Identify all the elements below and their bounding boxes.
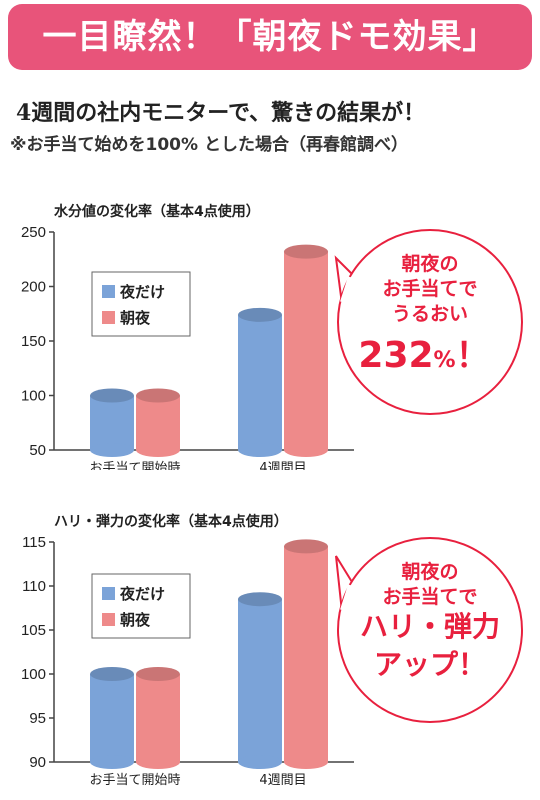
legend-swatch bbox=[102, 587, 115, 600]
y-tick-label: 50 bbox=[29, 442, 46, 459]
bar-morning-night-2-body bbox=[284, 251, 328, 450]
legend-label: 朝夜 bbox=[120, 309, 151, 327]
bar-morning-night-1-top bbox=[136, 388, 180, 403]
bar-morning-night-2-base bbox=[284, 443, 328, 457]
chart-title: 水分値の変化率（基本4点使用） bbox=[54, 203, 260, 220]
callout-pointer-join bbox=[340, 276, 352, 303]
y-tick-label: 90 bbox=[29, 754, 46, 771]
legend-label: 朝夜 bbox=[120, 611, 151, 629]
callout-big-line: ハリ・弾力 bbox=[360, 610, 500, 643]
bar-morning-night-1-top bbox=[136, 667, 180, 681]
chart-title: ハリ・弾力の変化率（基本4点使用） bbox=[54, 513, 288, 530]
bar-morning-night-2-base bbox=[284, 755, 328, 769]
bar-morning-night-2-top bbox=[284, 244, 328, 259]
legend-label: 夜だけ bbox=[119, 283, 165, 301]
callout-line: 朝夜の bbox=[401, 560, 458, 583]
y-tick-label: 200 bbox=[21, 279, 46, 296]
y-tick-label: 250 bbox=[21, 224, 46, 241]
bar-morning-night-1 bbox=[136, 388, 180, 457]
legend-swatch bbox=[102, 311, 115, 324]
banner-title: 一目瞭然！「朝夜ドモ効果」 bbox=[42, 17, 498, 57]
category-label: お手当て開始時 bbox=[89, 773, 180, 788]
bar-morning-night-1-body bbox=[136, 395, 180, 450]
legend-label: 夜だけ bbox=[119, 585, 165, 603]
bar-night-only-2-top bbox=[238, 592, 282, 607]
bar-night-only-1 bbox=[90, 388, 134, 457]
callout-unit: % bbox=[434, 348, 456, 373]
bar-night-only-1 bbox=[90, 667, 134, 769]
bar-night-only-1-top bbox=[90, 388, 134, 403]
category-label: お手当て開始時 bbox=[89, 461, 180, 470]
y-tick-label: 110 bbox=[22, 578, 46, 595]
y-tick-label: 150 bbox=[21, 333, 46, 350]
callout-value: 232%！ bbox=[358, 335, 489, 376]
bar-night-only-1-body bbox=[90, 674, 134, 762]
y-tick-label: 95 bbox=[29, 710, 46, 727]
callout-number: 232 bbox=[358, 335, 433, 376]
bar-night-only-1-base bbox=[90, 443, 134, 457]
bar-morning-night-1-base bbox=[136, 755, 180, 769]
bar-night-only-2-base bbox=[238, 443, 282, 457]
bar-night-only-2-base bbox=[238, 755, 282, 769]
bar-night-only-2 bbox=[238, 592, 282, 769]
bar-morning-night-2-body bbox=[284, 546, 328, 762]
bar-morning-night-2 bbox=[284, 539, 328, 769]
moisture-chart: 水分値の変化率（基本4点使用） 250 200 150 100 50 お手当て開始時 4週間目… bbox=[21, 203, 523, 470]
header-banner: 一目瞭然！「朝夜ドモ効果」 bbox=[8, 4, 532, 70]
bar-night-only-2-top bbox=[238, 307, 282, 322]
category-label: 4週間目 bbox=[259, 773, 306, 788]
bar-night-only-1-base bbox=[90, 755, 134, 769]
y-tick-label: 100 bbox=[21, 666, 46, 683]
bar-morning-night-2 bbox=[284, 244, 328, 457]
category-label: 4週間目 bbox=[259, 461, 306, 470]
callout-circle bbox=[337, 229, 523, 415]
callout-pointer-join bbox=[340, 584, 352, 611]
callout-circle bbox=[337, 537, 523, 723]
legend-swatch bbox=[102, 613, 115, 626]
legend-box bbox=[91, 271, 191, 337]
y-tick-label: 100 bbox=[21, 388, 46, 405]
callout-line: うるおい bbox=[392, 303, 468, 325]
subheadline: ※お手当て始めを100% とした場合（再春館調べ） bbox=[10, 135, 408, 155]
bar-night-only-1-top bbox=[90, 667, 134, 681]
bar-night-only-1-body bbox=[90, 395, 134, 450]
callout-mark: ！ bbox=[456, 336, 490, 376]
bar-night-only-2-body bbox=[238, 599, 282, 762]
callout-line: お手当てで bbox=[382, 585, 477, 608]
firmness-chart: ハリ・弾力の変化率（基本4点使用） 115 110 105 100 95 90 お手当て開始時… bbox=[21, 513, 523, 788]
callout-line: お手当てで bbox=[382, 277, 477, 300]
bar-morning-night-1-base bbox=[136, 443, 180, 457]
legend-box bbox=[91, 573, 191, 639]
callout-big-line: アップ！ bbox=[374, 648, 486, 681]
y-tick-label: 105 bbox=[21, 622, 46, 639]
legend-swatch bbox=[102, 285, 115, 298]
bar-night-only-2-body bbox=[238, 314, 282, 450]
y-tick-label: 115 bbox=[22, 534, 46, 551]
bar-morning-night-1 bbox=[136, 667, 180, 769]
bar-night-only-2 bbox=[238, 307, 282, 457]
headline: 4週間の社内モニターで、驚きの結果が！ bbox=[16, 100, 426, 126]
callout-line: 朝夜の bbox=[401, 252, 458, 275]
bar-morning-night-2-top bbox=[284, 539, 328, 554]
bar-morning-night-1-body bbox=[136, 674, 180, 762]
